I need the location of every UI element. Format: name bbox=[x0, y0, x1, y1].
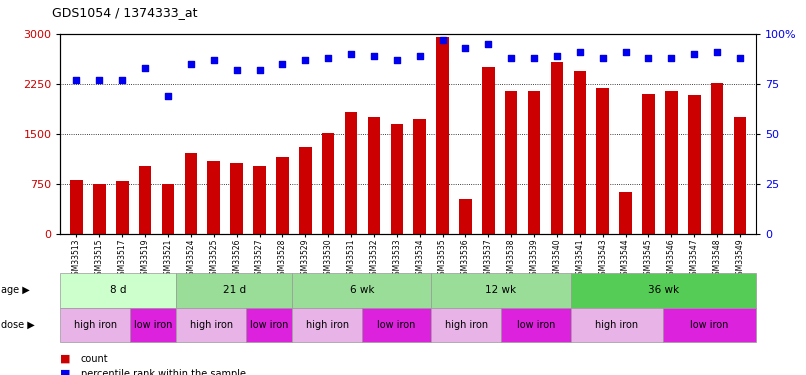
Bar bbox=[642, 94, 654, 234]
Bar bbox=[436, 37, 449, 234]
Text: 6 wk: 6 wk bbox=[350, 285, 374, 295]
Point bbox=[619, 49, 632, 55]
Point bbox=[390, 57, 403, 63]
Point bbox=[550, 53, 563, 59]
Text: low iron: low iron bbox=[517, 320, 555, 330]
Bar bbox=[322, 134, 334, 234]
Bar bbox=[185, 153, 197, 234]
Text: count: count bbox=[81, 354, 108, 364]
Bar bbox=[688, 95, 700, 234]
Bar bbox=[253, 166, 266, 234]
Bar bbox=[550, 62, 563, 234]
Point bbox=[139, 65, 152, 71]
Point bbox=[322, 55, 334, 61]
Bar bbox=[139, 166, 152, 234]
Point bbox=[482, 41, 495, 47]
Bar bbox=[345, 112, 357, 234]
Text: low iron: low iron bbox=[250, 320, 289, 330]
Point bbox=[116, 77, 129, 83]
Bar bbox=[368, 117, 380, 234]
Point bbox=[733, 55, 746, 61]
Point bbox=[711, 49, 724, 55]
Point bbox=[505, 55, 517, 61]
Bar bbox=[116, 181, 128, 234]
Bar bbox=[390, 124, 403, 234]
Bar bbox=[665, 91, 678, 234]
Bar bbox=[459, 199, 472, 234]
Point bbox=[207, 57, 220, 63]
Point bbox=[185, 61, 197, 67]
Point bbox=[276, 61, 289, 67]
Point bbox=[642, 55, 655, 61]
Text: GDS1054 / 1374333_at: GDS1054 / 1374333_at bbox=[52, 6, 198, 19]
Bar bbox=[482, 67, 495, 234]
Point bbox=[688, 51, 700, 57]
Text: ■: ■ bbox=[60, 369, 71, 375]
Text: 21 d: 21 d bbox=[222, 285, 246, 295]
Bar bbox=[162, 184, 174, 234]
Bar bbox=[528, 91, 540, 234]
Text: high iron: high iron bbox=[189, 320, 233, 330]
Bar bbox=[276, 157, 289, 234]
Point bbox=[299, 57, 312, 63]
Text: high iron: high iron bbox=[73, 320, 117, 330]
Bar bbox=[231, 163, 243, 234]
Point bbox=[253, 67, 266, 73]
Bar bbox=[505, 91, 517, 234]
Text: high iron: high iron bbox=[305, 320, 349, 330]
Bar bbox=[70, 180, 83, 234]
Point bbox=[231, 67, 243, 73]
Text: age ▶: age ▶ bbox=[1, 285, 30, 295]
Text: low iron: low iron bbox=[377, 320, 416, 330]
Bar bbox=[711, 83, 724, 234]
Point bbox=[436, 37, 449, 43]
Point bbox=[528, 55, 541, 61]
Bar bbox=[299, 147, 312, 234]
Bar bbox=[207, 161, 220, 234]
Text: high iron: high iron bbox=[596, 320, 638, 330]
Bar bbox=[574, 70, 586, 234]
Text: dose ▶: dose ▶ bbox=[1, 320, 35, 330]
Bar bbox=[93, 184, 106, 234]
Text: 8 d: 8 d bbox=[110, 285, 127, 295]
Point bbox=[665, 55, 678, 61]
Bar bbox=[413, 119, 426, 234]
Point bbox=[596, 55, 609, 61]
Text: 12 wk: 12 wk bbox=[485, 285, 517, 295]
Text: high iron: high iron bbox=[445, 320, 488, 330]
Point bbox=[93, 77, 106, 83]
Point bbox=[161, 93, 174, 99]
Bar bbox=[596, 88, 609, 234]
Point bbox=[459, 45, 472, 51]
Text: low iron: low iron bbox=[134, 320, 172, 330]
Bar bbox=[733, 117, 746, 234]
Point bbox=[368, 53, 380, 59]
Point bbox=[345, 51, 358, 57]
Point bbox=[573, 49, 586, 55]
Text: low iron: low iron bbox=[691, 320, 729, 330]
Point bbox=[70, 77, 83, 83]
Text: percentile rank within the sample: percentile rank within the sample bbox=[81, 369, 246, 375]
Text: ■: ■ bbox=[60, 354, 71, 364]
Point bbox=[413, 53, 426, 59]
Bar bbox=[619, 192, 632, 234]
Text: 36 wk: 36 wk bbox=[648, 285, 679, 295]
